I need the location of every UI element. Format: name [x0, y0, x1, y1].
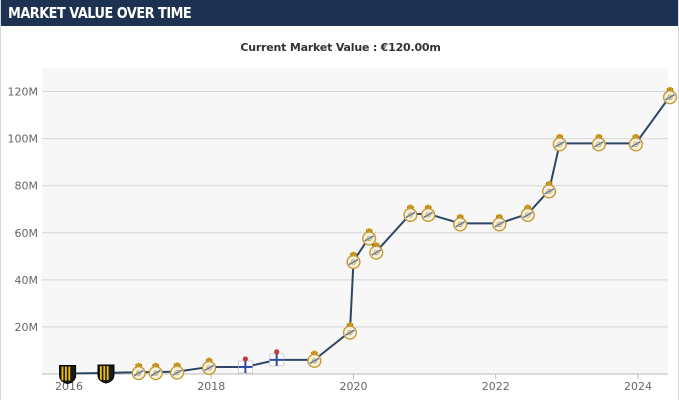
y-tick-label: 60M [15, 227, 39, 240]
real-madrid-crest-icon[interactable] [131, 362, 146, 381]
real-madrid-crest-icon[interactable] [421, 204, 436, 223]
real-madrid-crest-icon[interactable] [520, 204, 535, 223]
real-madrid-crest-icon[interactable] [342, 322, 358, 340]
grid-lines [42, 91, 668, 375]
y-tick-label: 120M [8, 86, 39, 99]
penarol-crest-icon[interactable] [59, 365, 77, 385]
real-madrid-crest-icon[interactable] [369, 242, 384, 260]
y-tick-label: 20M [15, 321, 39, 334]
real-madrid-crest-icon[interactable] [362, 228, 377, 246]
real-madrid-crest-icon[interactable] [453, 213, 468, 232]
widget-header: MARKET VALUE OVER TIME [1, 0, 678, 26]
real-madrid-crest-icon[interactable] [628, 133, 643, 152]
deportivo-crest-icon[interactable] [237, 356, 253, 374]
y-tick-label: 100M [8, 133, 39, 146]
real-madrid-crest-icon[interactable] [552, 133, 567, 152]
club-markers [59, 86, 678, 385]
plot-area [42, 68, 668, 374]
real-madrid-crest-icon[interactable] [148, 362, 163, 381]
y-tick-label: 40M [15, 274, 39, 287]
real-madrid-crest-icon[interactable] [492, 213, 507, 232]
real-madrid-crest-icon[interactable] [307, 350, 322, 368]
y-tick-label: 80M [15, 180, 39, 193]
real-madrid-crest-icon[interactable] [662, 86, 678, 105]
real-madrid-crest-icon[interactable] [202, 357, 217, 376]
x-axis: 2016 2018 2020 2022 2024 [55, 374, 652, 393]
x-tick-label: 2016 [55, 380, 83, 393]
real-madrid-crest-icon[interactable] [591, 133, 606, 152]
widget-title: MARKET VALUE OVER TIME [8, 4, 192, 22]
penarol-crest-icon[interactable] [97, 364, 115, 384]
x-tick-label: 2022 [482, 380, 510, 393]
current-market-value: Current Market Value : €120.00m [240, 41, 441, 54]
real-madrid-crest-icon[interactable] [541, 181, 557, 199]
y-axis: 20M 40M 60M 80M 100M 120M [8, 86, 39, 334]
x-tick-label: 2020 [340, 380, 368, 393]
deportivo-crest-icon[interactable] [269, 349, 285, 367]
x-tick-label: 2018 [197, 380, 225, 393]
real-madrid-crest-icon[interactable] [170, 362, 185, 380]
real-madrid-crest-icon[interactable] [346, 251, 361, 270]
x-tick-label: 2024 [624, 380, 652, 393]
real-madrid-crest-icon[interactable] [403, 204, 418, 223]
